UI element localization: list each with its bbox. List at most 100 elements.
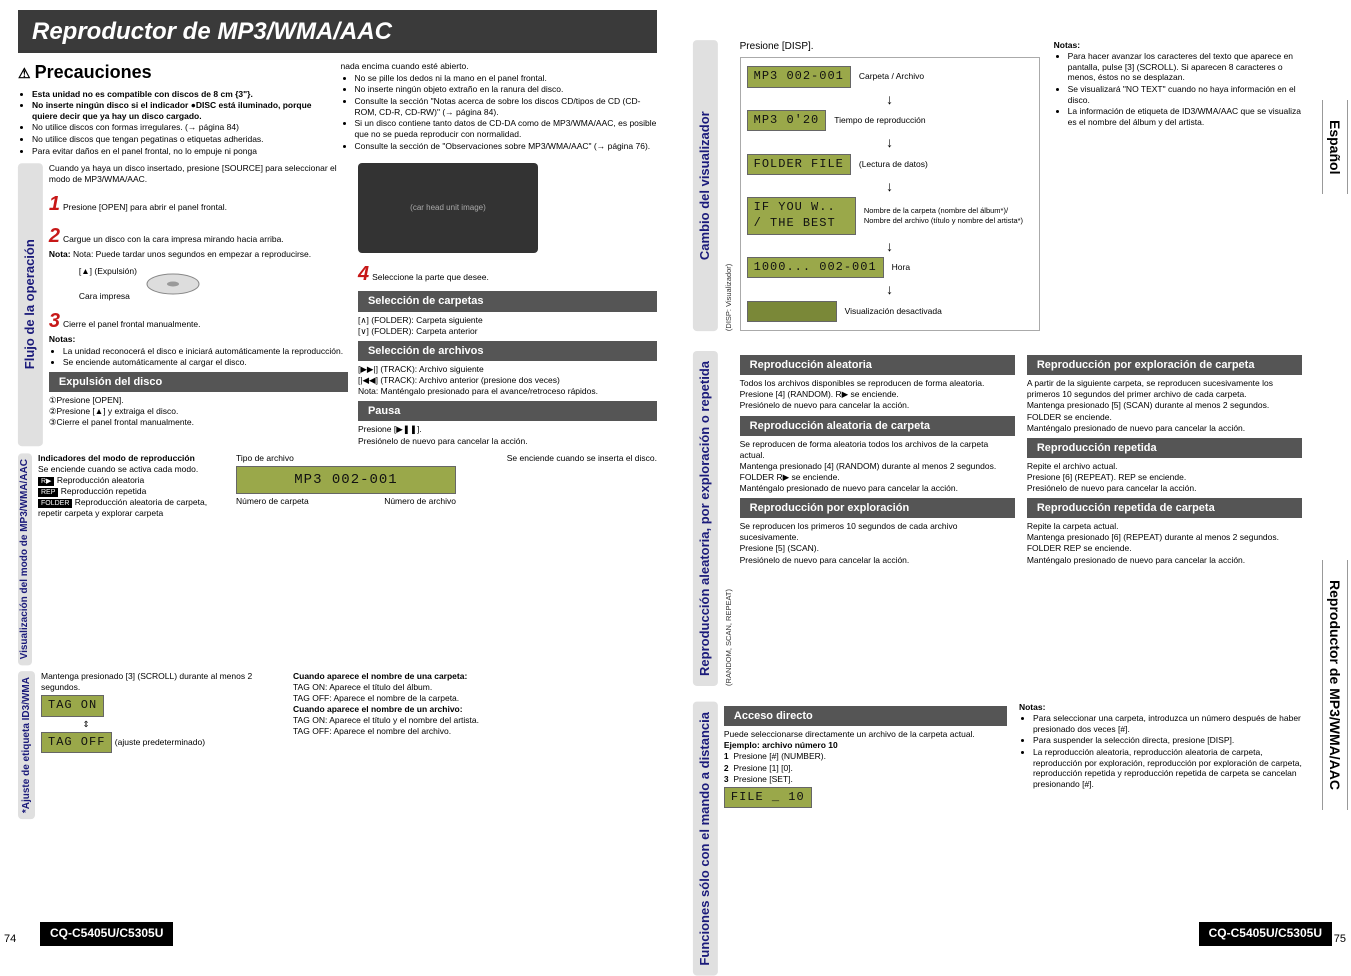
remote-example: Ejemplo: archivo número 10 bbox=[724, 740, 838, 750]
repf-t2: Mantenga presionado [6] (REPEAT) durante… bbox=[1027, 532, 1302, 554]
disp-lcd-4: 1000... 002-001 bbox=[747, 257, 884, 279]
viz-lcd: MP3 002-001 bbox=[236, 466, 456, 494]
disp-label-3: Nombre de la carpeta (nombre del álbum*)… bbox=[864, 206, 1033, 226]
scanf-t1: A partir de la siguiente carpeta, se rep… bbox=[1027, 378, 1302, 400]
rand-t3: Presiónelo de nuevo para cancelar la acc… bbox=[740, 400, 1015, 411]
tag-lcd-off: TAG OFF bbox=[41, 732, 112, 754]
scanf-heading: Reproducción por exploración de carpeta bbox=[1027, 355, 1302, 375]
disp-lcd-1: MP3 0'20 bbox=[747, 110, 827, 132]
sel-file-prev: [|◀◀] (TRACK): Archivo anterior (presion… bbox=[358, 375, 657, 386]
pause-text: Presione [▶❚❚]. bbox=[358, 424, 657, 435]
precautions-right: nada encima cuando esté abierto. No se p… bbox=[355, 61, 658, 151]
step3-note-2: Se enciende automáticamente al cargar el… bbox=[63, 357, 348, 368]
remote-notes-title: Notas: bbox=[1019, 702, 1302, 713]
scan-heading: Reproducción por exploración bbox=[740, 498, 1015, 518]
random-tab: Reproducción aleatoria, por exploración … bbox=[693, 351, 718, 686]
step4: Seleccione la parte que desee. bbox=[372, 272, 489, 282]
tag-folder-off: TAG OFF: Aparece el nombre de la carpeta… bbox=[293, 693, 657, 704]
eject-heading: Expulsión del disco bbox=[49, 372, 348, 392]
flow-intro: Cuando ya haya un disco insertado, presi… bbox=[49, 163, 348, 185]
rep-heading: Reproducción repetida bbox=[1027, 438, 1302, 458]
viz-ftype-label: Tipo de archivo bbox=[236, 453, 294, 464]
rand-t2: Presione [4] (RANDOM). R▶ se enciende. bbox=[740, 389, 1015, 400]
disp-label-0: Carpeta / Archivo bbox=[859, 71, 924, 82]
disp-label-4: Hora bbox=[892, 262, 910, 273]
rep-t2: Presione [6] (REPEAT). REP se enciende. bbox=[1027, 472, 1302, 483]
viz-tab: Visualización del modo de MP3/WMA/AAC bbox=[18, 453, 32, 665]
disp-off-label: Visualización desactivada bbox=[845, 306, 942, 317]
precautions-heading: Precauciones bbox=[18, 61, 335, 84]
tag-default: (ajuste predeterminado) bbox=[115, 737, 205, 747]
disp-tab-sub: (DISP: Visualizador) bbox=[724, 40, 734, 331]
tag-body1: Mantenga presionado [3] (SCROLL) durante… bbox=[41, 671, 281, 693]
remote-step2: Presione [1] [0]. bbox=[733, 763, 793, 773]
footer-model-right: CQ-C5405U/C5305U bbox=[1199, 922, 1332, 946]
disp-press: Presione [DISP]. bbox=[740, 40, 1040, 53]
flow-tab: Flujo de la operación bbox=[18, 163, 43, 446]
tag-tab: *Ajuste de etiqueta ID3/WMA bbox=[18, 671, 35, 819]
disc-icon bbox=[143, 264, 203, 304]
viz-heading: Indicadores del modo de reproducción bbox=[38, 453, 228, 464]
scanf-t3: Manténgalo presionado de nuevo para canc… bbox=[1027, 423, 1302, 434]
randf-t2: Mantenga presionado [4] (RANDOM) durante… bbox=[740, 461, 1015, 483]
sel-folder-heading: Selección de carpetas bbox=[358, 291, 657, 311]
disp-lcd-2: FOLDER FILE bbox=[747, 154, 851, 176]
repf-t3: Manténgalo presionado de nuevo para canc… bbox=[1027, 555, 1302, 566]
tag-file-off: TAG OFF: Aparece el nombre del archivo. bbox=[293, 726, 657, 737]
rep-t3: Presiónelo de nuevo para cancelar la acc… bbox=[1027, 483, 1302, 494]
sel-file-note: Nota: Manténgalo presionado para el avan… bbox=[358, 386, 657, 397]
step3-notes-title: Notas: bbox=[49, 334, 348, 345]
rand-t1: Todos los archivos disponibles se reprod… bbox=[740, 378, 1015, 389]
product-tab: Reproductor de MP3/WMA/AAC bbox=[1322, 560, 1348, 810]
disp-note-1: Se visualizará "NO TEXT" cuando no haya … bbox=[1068, 84, 1302, 105]
head-unit-image: (car head unit image) bbox=[358, 163, 538, 253]
rand-heading: Reproducción aleatoria bbox=[740, 355, 1015, 375]
disp-note-2: La información de etiqueta de ID3/WMA/AA… bbox=[1068, 106, 1302, 127]
remote-note-0: Para seleccionar una carpeta, introduzca… bbox=[1033, 713, 1302, 734]
sel-folder-down: [∨] (FOLDER): Carpeta anterior bbox=[358, 326, 657, 337]
remote-note-2: La reproducción aleatoria, reproducción … bbox=[1033, 747, 1302, 790]
disp-label-1: Tiempo de reproducción bbox=[834, 115, 925, 126]
random-tab-sub: (RANDOM, SCAN, REPEAT) bbox=[724, 351, 734, 686]
eject-label: [▲] (Expulsión) bbox=[79, 266, 137, 277]
printed-label: Cara impresa bbox=[79, 291, 137, 302]
remote-text1: Puede seleccionarse directamente un arch… bbox=[724, 729, 1007, 740]
viz-anum-label: Número de archivo bbox=[384, 496, 456, 507]
scan-t3: Presiónelo de nuevo para cancelar la acc… bbox=[740, 555, 1015, 566]
sel-file-next: [▶▶|] (TRACK): Archivo siguiente bbox=[358, 364, 657, 375]
remote-heading: Acceso directo bbox=[724, 706, 1007, 726]
step2: Cargue un disco con la cara impresa mira… bbox=[63, 234, 284, 244]
sel-file-heading: Selección de archivos bbox=[358, 341, 657, 361]
lang-tab: Español bbox=[1322, 100, 1348, 194]
disp-lcd-0: MP3 002-001 bbox=[747, 66, 851, 88]
remote-tab: Funciones sólo con el mando a distancia bbox=[693, 702, 718, 976]
tag-lcd-on: TAG ON bbox=[41, 695, 104, 717]
pause-heading: Pausa bbox=[358, 401, 657, 421]
tag-folder-on: TAG ON: Aparece el título del álbum. bbox=[293, 682, 657, 693]
randf-t3: Manténgalo presionado de nuevo para canc… bbox=[740, 483, 1015, 494]
randf-t1: Se reproducen de forma aleatoria todos l… bbox=[740, 439, 1015, 461]
scan-t2: Presione [5] (SCAN). bbox=[740, 543, 1015, 554]
page-num-left: 74 bbox=[4, 932, 16, 946]
scan-t1: Se reproducen los primeros 10 segundos d… bbox=[740, 521, 1015, 543]
viz-r: Reproducción aleatoria bbox=[57, 475, 144, 485]
tag-file-on: TAG ON: Aparece el título y el nombre de… bbox=[293, 715, 657, 726]
viz-rep: Reproducción repetida bbox=[61, 486, 147, 496]
remote-lcd: FILE _ 10 bbox=[724, 787, 812, 809]
step3-note-1: La unidad reconocerá el disco e iniciará… bbox=[63, 346, 348, 357]
eject-step-2: ②Presione [▲] y extraiga el disco. bbox=[49, 406, 178, 417]
precautions-left: Esta unidad no es compatible con discos … bbox=[32, 89, 335, 157]
step3: Cierre el panel frontal manualmente. bbox=[63, 319, 201, 329]
disp-tab: Cambio del visualizador bbox=[693, 40, 718, 331]
randf-heading: Reproducción aleatoria de carpeta bbox=[740, 416, 1015, 436]
repf-heading: Reproducción repetida de carpeta bbox=[1027, 498, 1302, 518]
remote-step3: Presione [SET]. bbox=[733, 774, 793, 784]
step2-note: Nota: Nota: Puede tardar unos segundos e… bbox=[49, 249, 348, 260]
eject-step-1: ①Presione [OPEN]. bbox=[49, 395, 124, 406]
disp-notes-title: Notas: bbox=[1054, 40, 1302, 51]
remote-note-1: Para suspender la selección directa, pre… bbox=[1033, 735, 1302, 746]
eject-step-3: ③Cierre el panel frontal manualmente. bbox=[49, 417, 194, 428]
sel-folder-up: [∧] (FOLDER): Carpeta siguiente bbox=[358, 315, 657, 326]
disp-note-0: Para hacer avanzar los caracteres del te… bbox=[1068, 51, 1302, 83]
scanf-t2: Mantenga presionado [5] (SCAN) durante a… bbox=[1027, 400, 1302, 422]
